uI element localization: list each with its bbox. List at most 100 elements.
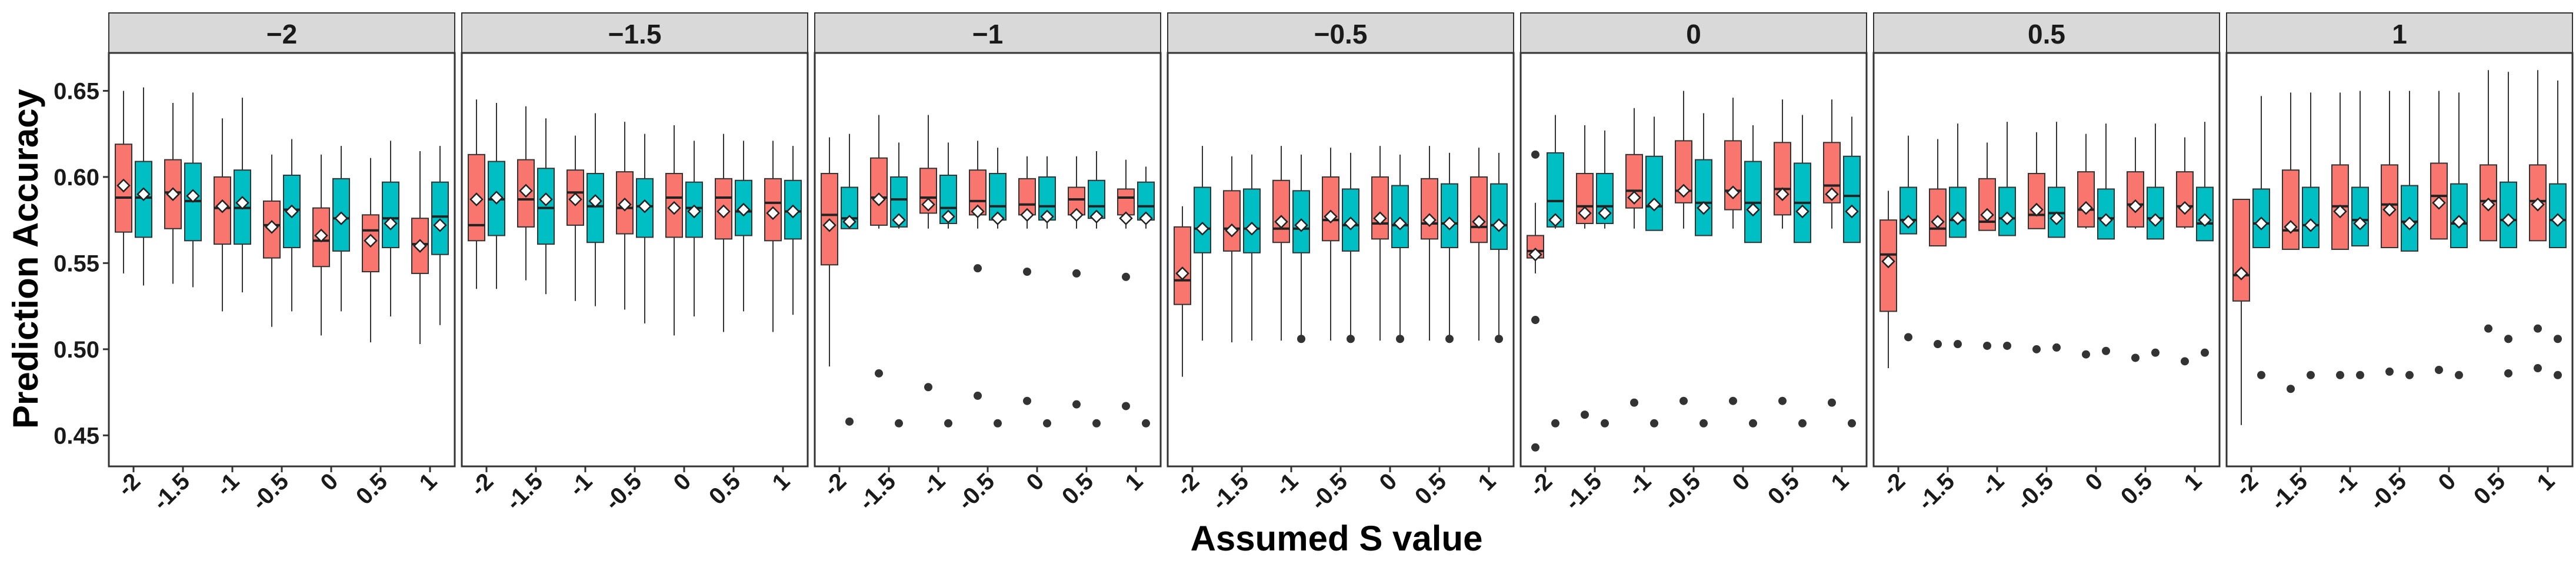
mean-marker <box>766 206 780 221</box>
box-series-1 <box>665 125 683 336</box>
box-series-1 <box>2430 91 2448 374</box>
box-body <box>2302 186 2320 248</box>
mean-marker <box>2030 202 2044 217</box>
mean-marker <box>285 204 299 219</box>
mean-marker <box>1578 206 1592 221</box>
outlier-point <box>1122 402 1130 411</box>
box-series-2 <box>2351 91 2369 379</box>
mean-marker <box>334 211 348 225</box>
box-series-1 <box>1322 148 1339 341</box>
mean-marker <box>2099 213 2113 227</box>
outlier-point <box>2102 346 2110 355</box>
x-tick-label: -1 <box>211 468 244 501</box>
box-body <box>870 157 888 226</box>
x-tick-label: -0.5 <box>1659 468 1706 515</box>
mean-marker <box>116 178 131 193</box>
mean-marker <box>364 233 378 248</box>
box-series-1 <box>1675 91 1692 405</box>
box-series-1 <box>411 151 429 345</box>
box-series-1 <box>1018 156 1036 405</box>
mean-marker <box>941 209 955 224</box>
mean-marker <box>2079 201 2093 215</box>
mean-marker <box>1931 215 1945 229</box>
box-series-2 <box>1292 154 1310 343</box>
box-series-2 <box>1038 156 1056 428</box>
mean-marker <box>314 228 328 243</box>
box-series-2 <box>135 87 152 286</box>
outlier-point <box>2336 371 2344 379</box>
mean-marker <box>1627 191 1641 205</box>
x-tick-label: 1 <box>415 468 442 496</box>
facet-strip-label: 0.5 <box>2028 19 2065 49</box>
box-series-2 <box>2048 122 2065 352</box>
facet-panel: 0.5 -2 -1.5 -1 -0.5 0 0.5 1 <box>1872 12 2221 515</box>
box-body <box>1470 176 1488 243</box>
box-series-1 <box>1174 206 1191 377</box>
box-series-1 <box>821 137 838 367</box>
mean-marker <box>2304 218 2318 232</box>
outlier-point <box>1954 340 1962 349</box>
outlier-point <box>1699 419 1708 428</box>
x-tick-label: -0.5 <box>1306 468 1353 515</box>
x-tick-label: -2 <box>465 468 498 501</box>
mean-marker <box>872 192 886 206</box>
mean-marker <box>1040 209 1054 224</box>
mean-marker <box>1795 204 1809 219</box>
mean-marker <box>1492 218 1506 232</box>
y-tick-label: 0.50 <box>54 337 99 363</box>
x-tick-label: 1 <box>1827 468 1854 496</box>
x-tick-label: -1.5 <box>2266 468 2313 515</box>
mean-marker <box>215 199 229 213</box>
box-series-2 <box>1490 152 1508 343</box>
box-series-1 <box>1978 142 1996 350</box>
box-series-2 <box>1794 115 1811 428</box>
facet-panel-border <box>1167 52 1515 468</box>
outlier-point <box>2257 371 2265 379</box>
x-tick-label: 1 <box>1121 468 1148 496</box>
x-tick-label: 1 <box>2532 468 2560 496</box>
box-series-1 <box>1117 159 1135 411</box>
box-body <box>1441 183 1458 248</box>
outlier-point <box>1983 341 1991 350</box>
mean-marker <box>2254 216 2268 231</box>
box-series-1 <box>1470 148 1488 341</box>
box-series-2 <box>1949 124 1967 349</box>
facet-panel-border <box>2225 52 2574 468</box>
y-tick-label: 0.45 <box>54 423 99 449</box>
outlier-point <box>2484 324 2492 333</box>
outlier-point <box>1531 443 1539 452</box>
x-tick-label: 0 <box>1375 468 1402 496</box>
x-tick-label: -2 <box>1524 468 1557 501</box>
outlier-point <box>1798 419 1807 428</box>
box-series-1 <box>764 141 782 332</box>
facet-panel: −2 -2 -1.5 -1 -0.5 0 0.5 1 <box>108 12 456 515</box>
box-series-1 <box>2176 137 2194 366</box>
outlier-point <box>944 419 952 428</box>
mean-marker <box>2382 202 2397 217</box>
x-tick-label: -1.5 <box>1560 468 1607 515</box>
facet-strip-label: 1 <box>2392 19 2407 49</box>
mean-marker <box>2000 211 2014 225</box>
box-series-1 <box>1774 99 1791 405</box>
box-body <box>2232 198 2250 302</box>
x-tick-label: -2 <box>112 468 145 501</box>
outlier-point <box>1495 335 1503 343</box>
mean-marker <box>413 239 427 253</box>
outlier-point <box>1072 400 1081 409</box>
box-body <box>1371 176 1389 240</box>
facet-strip <box>1520 12 1867 54</box>
mean-marker <box>2198 213 2212 227</box>
box-series-2 <box>2450 92 2468 379</box>
outlier-point <box>1396 335 1404 343</box>
outlier-point <box>1142 419 1150 428</box>
y-tick-label: 0.60 <box>54 165 99 191</box>
box-body <box>1774 142 1791 216</box>
x-tick-label: 1 <box>1474 468 1501 496</box>
mean-marker <box>539 192 553 206</box>
x-axis-title: Assumed S value <box>1191 519 1483 558</box>
facet-strip-label: −0.5 <box>1314 19 1368 49</box>
box-series-2 <box>1137 166 1155 428</box>
outlier-point <box>2181 357 2189 366</box>
mean-marker <box>2050 211 2064 225</box>
outlier-point <box>1729 396 1737 405</box>
